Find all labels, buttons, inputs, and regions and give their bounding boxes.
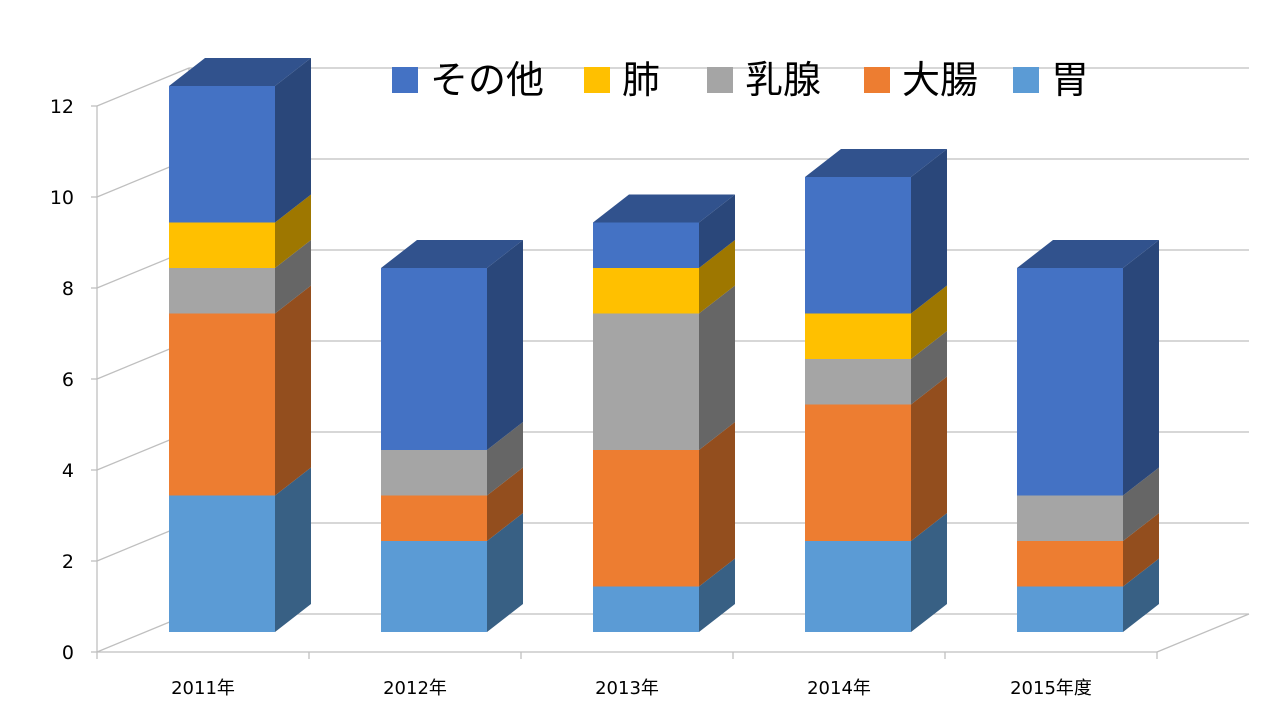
bar-segment-side [911, 376, 947, 541]
x-category-label: 2014年 [807, 678, 871, 699]
x-category-label: 2012年 [383, 678, 447, 699]
bar-segment-side [911, 513, 947, 632]
gridline-side [96, 67, 190, 107]
bar-segment-side [275, 240, 311, 314]
bar-segment-side [275, 285, 311, 496]
bar-segment [805, 404, 911, 541]
floor-edge [1156, 613, 1250, 653]
bar-segment-side [699, 194, 735, 268]
bar-segment [593, 268, 699, 314]
axes [91, 105, 1158, 659]
bar-segment [169, 222, 275, 268]
bar-top [805, 149, 947, 177]
legend-swatch [392, 67, 418, 93]
bar-segment [169, 313, 275, 496]
y-tick-label: 6 [62, 369, 74, 391]
bar-segment [593, 313, 699, 450]
bar-segment-side [1123, 513, 1159, 587]
bar-segment [1017, 268, 1123, 496]
bar-segment [805, 541, 911, 632]
y-tick-label: 0 [62, 642, 74, 664]
bar-segment [805, 313, 911, 359]
x-category-label: 2011年 [171, 678, 235, 699]
bar-segment-side [911, 331, 947, 405]
bar-segment-side [1123, 240, 1159, 496]
bar-segment [593, 450, 699, 587]
axis-labels: 0 2 4 6 8 10 12 2011年 2012年 2013年 2014年 2015年度 [50, 96, 1092, 699]
bar-segment [169, 86, 275, 223]
bar-segment-side [911, 285, 947, 359]
bar-top [593, 194, 735, 223]
bar-segment [381, 450, 487, 496]
legend-swatch [1013, 67, 1039, 93]
bar-segment [381, 541, 487, 632]
bar-segment [169, 268, 275, 314]
bar-segment-side [487, 422, 523, 496]
bar-segment [1017, 495, 1123, 541]
bar-segment [805, 359, 911, 405]
bar-segment-side [487, 240, 523, 450]
bar-segment [381, 268, 487, 450]
bars [169, 58, 1159, 632]
y-tick-label: 12 [50, 96, 74, 118]
bar-top [169, 58, 311, 86]
bar-segment-side [1123, 467, 1159, 541]
bar-segment [805, 177, 911, 314]
bar-segment-side [911, 149, 947, 314]
bar-top [381, 240, 523, 268]
bar-segment-side [699, 422, 735, 587]
legend-label: 胃 [1051, 58, 1089, 102]
legend-swatch [864, 67, 890, 93]
bar-segment-side [487, 467, 523, 541]
legend-swatch [584, 67, 610, 93]
bar-top [1017, 240, 1159, 268]
bar-segment [1017, 541, 1123, 587]
x-category-label: 2015年度 [1010, 678, 1092, 699]
x-category-label: 2013年 [595, 678, 659, 699]
bar-segment [381, 495, 487, 541]
legend-label: その他 [430, 58, 544, 102]
y-tick-label: 10 [50, 187, 74, 209]
bar-segment-side [699, 240, 735, 314]
bar-segment-side [275, 194, 311, 268]
y-tick-label: 4 [62, 460, 74, 482]
legend-swatch [707, 67, 733, 93]
bar-segment [169, 495, 275, 632]
bar-segment-side [275, 58, 311, 223]
bar-segment-side [699, 285, 735, 450]
y-tick-label: 2 [62, 551, 74, 573]
bar-segment-side [487, 513, 523, 632]
legend-label: 大腸 [902, 58, 978, 102]
bar-segment-side [699, 558, 735, 632]
bar-segment [1017, 586, 1123, 632]
bar-segment-side [275, 467, 311, 632]
legend: その他 肺 乳腺 大腸 胃 [392, 58, 1089, 102]
bar-segment-side [1123, 558, 1159, 632]
bar-segment [593, 222, 699, 268]
y-tick-label: 8 [62, 278, 74, 300]
legend-label: 乳腺 [745, 58, 821, 102]
legend-label: 肺 [622, 58, 660, 102]
bar-segment [593, 586, 699, 632]
